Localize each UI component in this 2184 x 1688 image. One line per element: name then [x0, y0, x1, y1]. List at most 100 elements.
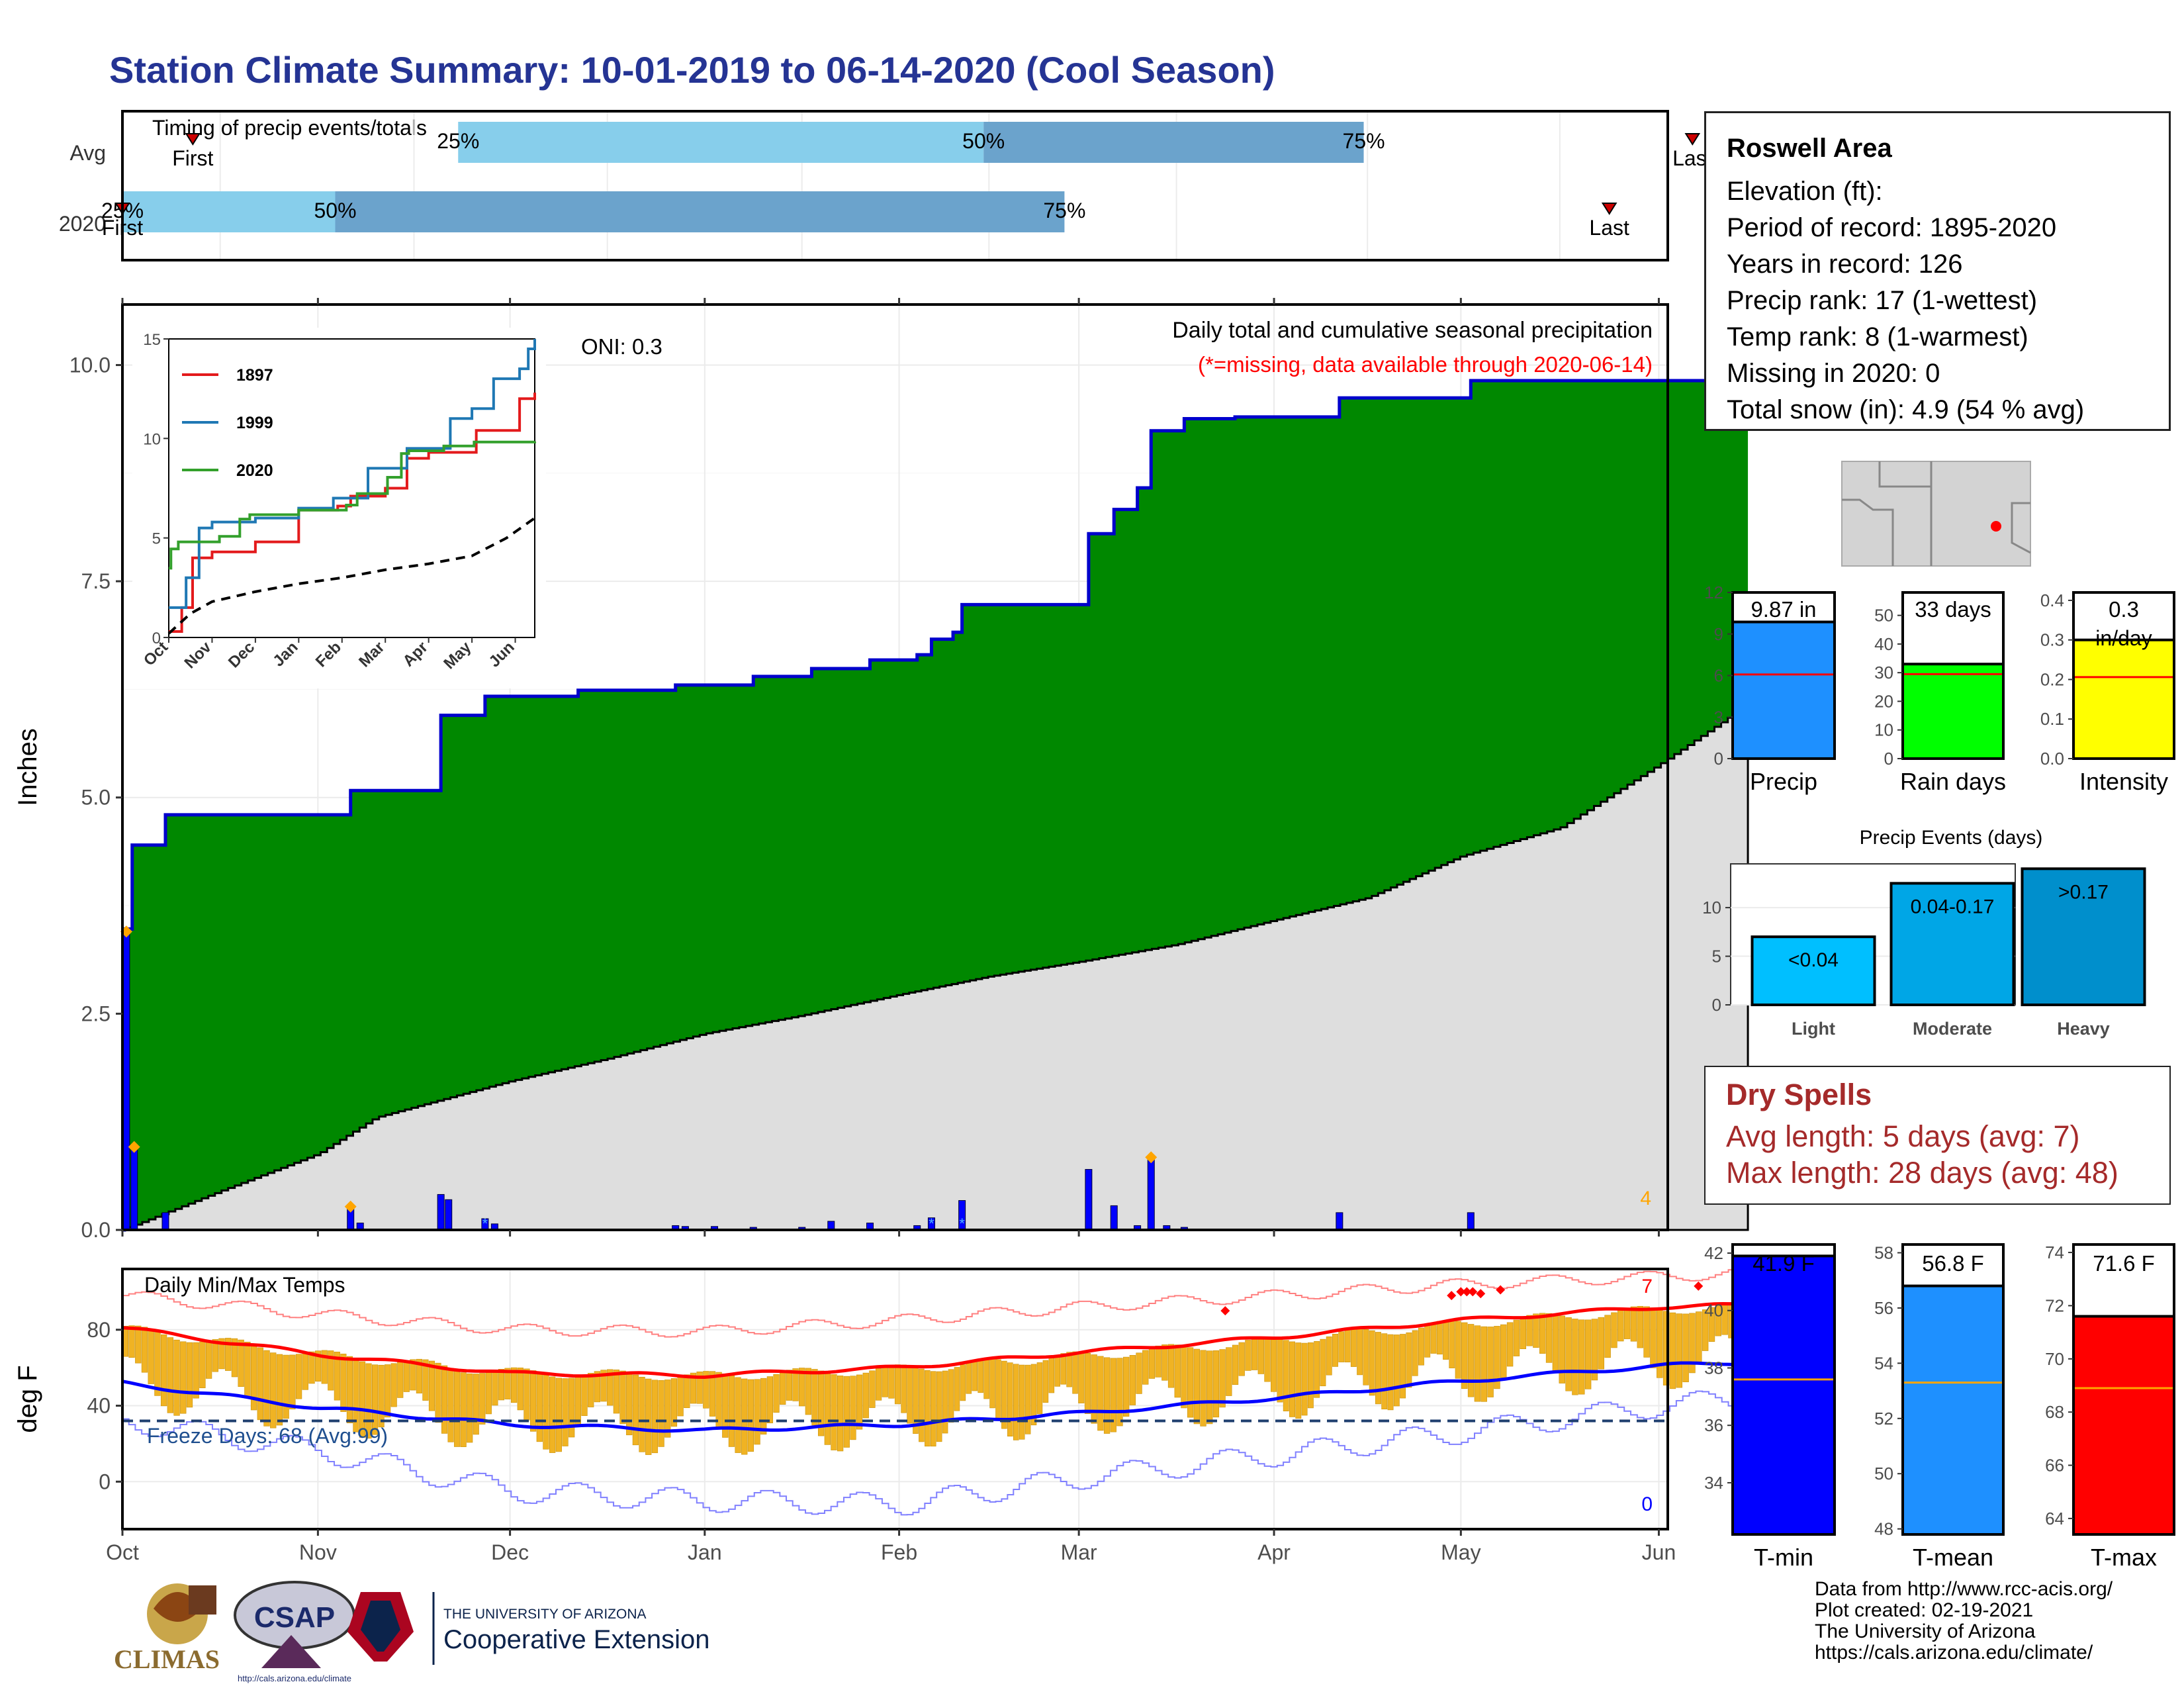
daily-temp-range-bar [218, 1338, 225, 1370]
dry-spells-box: Dry Spells Avg length: 5 days (avg: 7) M… [1704, 1066, 2171, 1205]
events-bar-label-light: <0.04 [1788, 949, 1839, 971]
daily-temp-range-bar [1572, 1319, 1578, 1395]
timing-label-75: 75% [1043, 199, 1085, 222]
daily-temp-range-bar [747, 1379, 754, 1452]
month-tick-label: May [1441, 1540, 1480, 1564]
daily-temp-range-bar [1206, 1350, 1213, 1425]
daily-temp-range-bar [741, 1378, 748, 1455]
t-max-title: T-max [2091, 1544, 2157, 1571]
footer-university: The University of Arizona [1815, 1620, 2036, 1642]
t-max-ytick-label: 70 [2045, 1349, 2064, 1369]
daily-temp-range-bar [960, 1364, 966, 1401]
intensity-unit-label: in/day [2095, 626, 2152, 650]
daily-temp-range-bar [205, 1340, 212, 1379]
daily-temp-range-bar [180, 1341, 187, 1414]
month-tick-label: Dec [491, 1540, 529, 1564]
daily-temp-range-bar [1271, 1337, 1277, 1392]
dry-spells-title: Dry Spells [1726, 1078, 1872, 1111]
daily-temp-range-bar [574, 1376, 581, 1427]
precip-ytick-label: 10.0 [69, 353, 111, 377]
intensity-title: Intensity [2079, 768, 2168, 795]
events-category-heavy: Heavy [2057, 1019, 2110, 1039]
daily-temp-range-bar [1611, 1312, 1617, 1348]
daily-temp-range-bar [1689, 1313, 1696, 1374]
daily-temp-range-bar [492, 1370, 498, 1406]
daily-temp-range-bar [1200, 1350, 1206, 1427]
daily-temp-range-bar [780, 1372, 786, 1405]
daily-temp-range-bar [128, 1325, 135, 1358]
daily-temp-range-bar [479, 1373, 486, 1425]
daily-temp-range-bar [334, 1352, 340, 1401]
precip-chart-frame [121, 303, 1669, 1231]
daily-temp-range-bar [416, 1358, 422, 1393]
daily-temp-range-bar [562, 1378, 569, 1446]
station-info-box: Roswell Area Elevation (ft): Period of r… [1704, 111, 2171, 431]
events-category-light: Light [1792, 1019, 1835, 1039]
daily-temp-range-bar [1344, 1329, 1351, 1362]
daily-temp-range-bar [1212, 1350, 1220, 1418]
intensity-frame [2072, 591, 2175, 760]
daily-temp-range-bar [1375, 1332, 1381, 1405]
daily-temp-range-bar [1526, 1315, 1533, 1346]
daily-temp-range-bar [966, 1362, 972, 1394]
daily-temp-range-bar [703, 1371, 709, 1409]
daily-temp-range-bar [1013, 1364, 1019, 1440]
timing-row-2020-label: 2020 [59, 212, 106, 236]
t-mean-ytick-label: 56 [1874, 1298, 1893, 1318]
daily-temp-range-bar [936, 1371, 942, 1442]
daily-temp-range-bar [824, 1372, 831, 1445]
daily-temp-range-bar [684, 1374, 690, 1409]
t-max-ytick-label: 66 [2045, 1456, 2064, 1476]
daily-temp-range-bar [212, 1339, 218, 1372]
daily-temp-range-bar [1066, 1352, 1072, 1387]
timing-label-25: 25% [437, 129, 479, 153]
daily-temp-range-bar [1332, 1334, 1338, 1367]
month-tick-label: Apr [1257, 1540, 1291, 1564]
daily-temp-range-bar [728, 1375, 735, 1447]
daily-temp-range-bar [504, 1368, 511, 1399]
daily-temp-range-bar [160, 1334, 167, 1407]
t-min-ytick-label: 40 [1704, 1301, 1723, 1321]
daily-temp-range-bar [135, 1325, 142, 1364]
daily-temp-range-bar [1533, 1313, 1539, 1348]
temp-ytick-label: 80 [87, 1318, 111, 1342]
daily-temp-range-bar [1650, 1307, 1657, 1368]
rain-days-value-label: 33 days [1915, 597, 1991, 622]
events-category-moderate: Moderate [1913, 1019, 1992, 1039]
daily-temp-range-bar [1487, 1327, 1494, 1397]
daily-temp-range-bar [372, 1364, 379, 1435]
daily-temp-range-bar [766, 1376, 774, 1423]
timing-last-label: Last [1589, 216, 1629, 240]
daily-temp-range-bar [1467, 1324, 1475, 1397]
daily-temp-range-bar [925, 1370, 931, 1447]
hot-count-label: 7 [1641, 1276, 1653, 1297]
daily-temp-range-bar [257, 1347, 263, 1421]
csap-logo: CSAP http://cals.arizona.edu/climate [234, 1581, 355, 1683]
daily-temp-range-bar [645, 1378, 652, 1455]
daily-temp-range-bar [1682, 1313, 1689, 1382]
precip-ytick-label: 5.0 [81, 786, 111, 810]
daily-temp-range-bar [1007, 1362, 1013, 1436]
daily-temp-range-bar [1400, 1334, 1406, 1399]
record-high-marker [1456, 1287, 1466, 1297]
daily-temp-range-bar [1369, 1330, 1375, 1396]
daily-temp-range-bar [954, 1367, 960, 1411]
precip-ytick-label: 3 [1714, 707, 1723, 727]
daily-temp-range-bar [1307, 1342, 1314, 1409]
daily-precip-bar [1467, 1212, 1475, 1231]
t-max-ytick-label: 74 [2045, 1243, 2064, 1262]
daily-temp-range-bar [989, 1358, 995, 1409]
timing-panel: Timing of precip events/totals Avg 2020 … [59, 110, 1759, 261]
daily-temp-range-bar [315, 1350, 322, 1382]
daily-temp-range-bar [1565, 1317, 1572, 1391]
rain-days-bar [1901, 663, 2005, 760]
daily-record-marker [128, 1141, 140, 1153]
t-mean-bar [1901, 1284, 2005, 1536]
timing-first-marker [185, 133, 201, 146]
t-min-value-label: 41.9 F [1752, 1251, 1815, 1276]
daily-temp-range-bar [626, 1372, 633, 1436]
record-high-marker [1694, 1281, 1704, 1291]
